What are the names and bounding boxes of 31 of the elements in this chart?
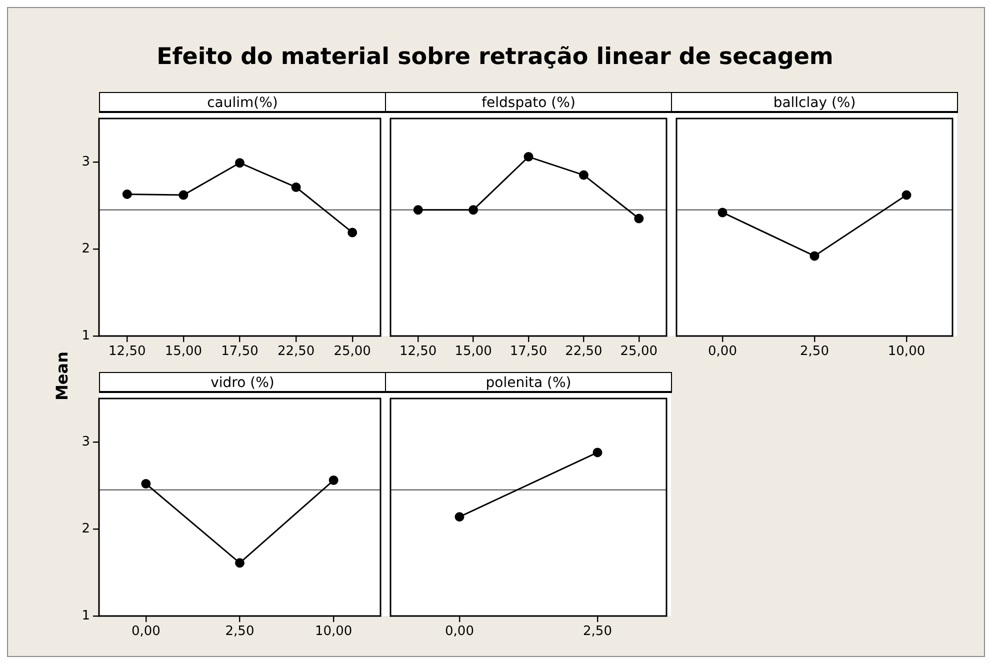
x-tick-label: 15,00 (454, 344, 492, 360)
y-tick-label: 3 (82, 434, 90, 450)
x-tick-label: 15,00 (164, 344, 202, 360)
y-tick-label: 1 (82, 328, 90, 344)
x-tick-label: 12,50 (399, 344, 437, 360)
x-tick-label: 12,50 (108, 344, 146, 360)
x-tick-label: 0,00 (131, 624, 160, 640)
y-tick-label: 1 (82, 608, 90, 624)
chart-subtitle: polenita (%) (385, 372, 672, 393)
x-tick-label: 22,50 (277, 344, 315, 360)
y-tick-label: 2 (82, 241, 90, 256)
x-tick-label: 25,00 (334, 344, 371, 360)
x-tick-label: 10,00 (888, 344, 926, 360)
chart-subtitle: vidro (%) (99, 372, 386, 393)
x-tick-label: 0,00 (445, 624, 474, 640)
x-tick-label: 17,50 (510, 344, 548, 360)
x-tick-label: 2,50 (583, 624, 612, 640)
text: Efeito do material sobre retração linear de secagem (156, 44, 834, 70)
x-tick-label: 2,50 (225, 624, 254, 640)
x-tick-label: 22,50 (565, 344, 602, 360)
x-tick-label: 0,00 (708, 344, 737, 360)
chart-subtitle: ballclay (%) (671, 92, 958, 113)
x-tick-label: 17,50 (221, 344, 258, 360)
x-tick-label: 10,00 (314, 624, 352, 640)
y-tick-label: 3 (82, 154, 90, 170)
chart-subtitle: feldspato (%) (385, 92, 672, 113)
y-axis-title: Mean (52, 352, 72, 400)
x-tick-label: 25,00 (620, 344, 658, 360)
y-tick-label: 2 (82, 521, 90, 536)
chart-subtitle: caulim(%) (99, 92, 386, 113)
x-tick-label: 2,50 (800, 344, 829, 360)
